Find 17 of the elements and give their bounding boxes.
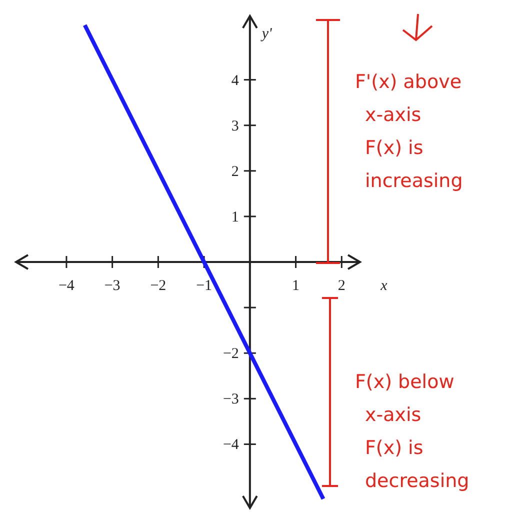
y-tick-label: −4	[222, 437, 240, 454]
y-tick-label: −2	[222, 346, 239, 362]
x-tick-label: −3	[104, 278, 120, 294]
y-tick-label: −3	[222, 392, 239, 408]
x-tick-label: 1	[292, 278, 300, 294]
y-tick-label: 4	[231, 72, 240, 89]
x-tick-label: −2	[150, 278, 166, 294]
x-tick-label: −4	[58, 278, 75, 294]
y-tick-label: 3	[231, 118, 239, 134]
x-tick-label: 2	[338, 278, 346, 294]
y-tick-label: 2	[231, 164, 239, 180]
y-tick-label: 1	[231, 209, 239, 226]
annotation: F(x) below x-axis F(x) is decreasing	[355, 371, 470, 492]
x-tick-label: −1	[196, 278, 212, 294]
y-axis-title: y'	[260, 26, 273, 42]
annotation: F'(x) above x-axis F(x) is increasing	[355, 71, 463, 192]
x-axis-title: x	[380, 278, 388, 294]
